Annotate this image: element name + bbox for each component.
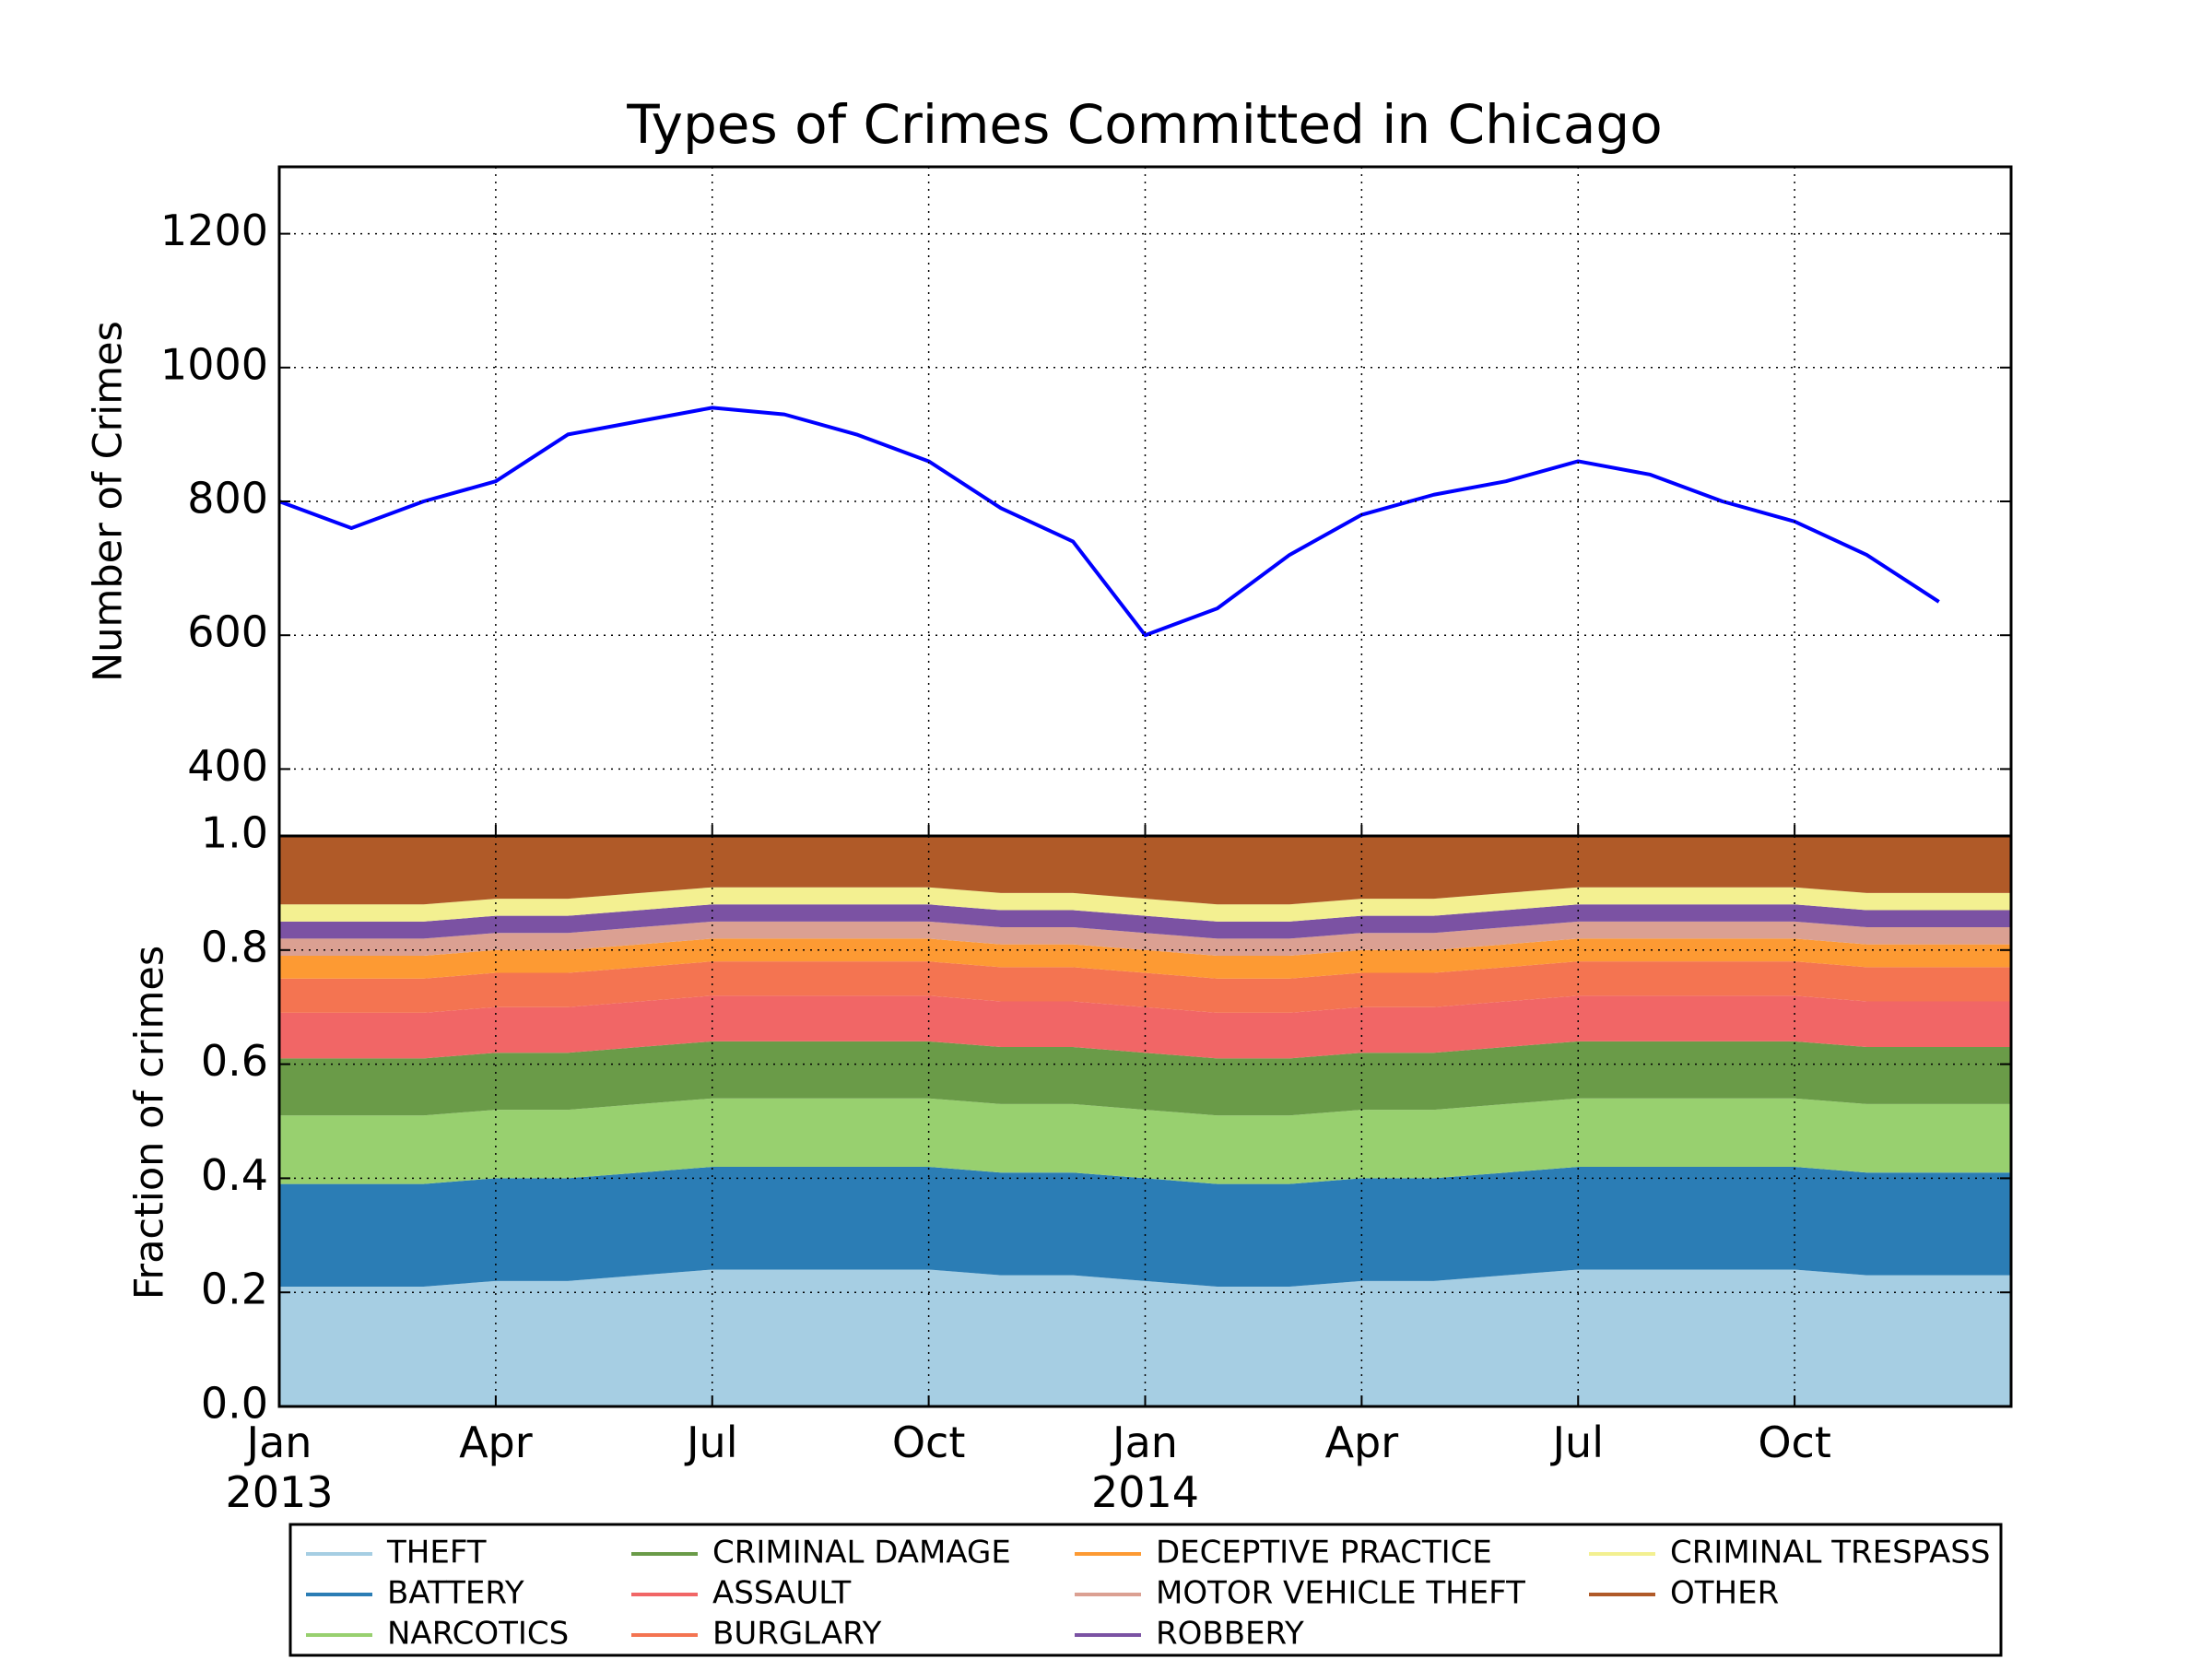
y-tick-label: 800: [187, 474, 268, 524]
y-tick-label: 1200: [160, 206, 268, 255]
data-line: [278, 406, 1940, 638]
legend-label: NARCOTICS: [387, 1616, 569, 1653]
stacked-area: [279, 1098, 2011, 1184]
stacked-area: [279, 938, 2011, 979]
legend-label: ASSAULT: [712, 1575, 851, 1612]
stacked-area: [279, 836, 2011, 905]
legend-label: ROBBERY: [1156, 1616, 1304, 1653]
x-tick-label: Apr: [459, 1418, 533, 1467]
legend-label: CRIMINAL TRESPASS: [1670, 1535, 1990, 1571]
axes-frame: [277, 834, 2013, 1408]
legend-label: BATTERY: [387, 1575, 524, 1612]
stacked-area: [279, 921, 2011, 956]
stacked-area: [279, 1041, 2011, 1116]
legend-label: DECEPTIVE PRACTICE: [1156, 1535, 1492, 1571]
stacked-area: [279, 995, 2011, 1059]
chart-title: Types of Crimes Committed in Chicago: [626, 93, 1662, 156]
y-tick-label: 0.0: [201, 1379, 268, 1429]
y-axis-label: Number of Crimes: [86, 321, 132, 682]
y-tick-label: 600: [187, 607, 268, 657]
legend-label: BURGLARY: [712, 1616, 882, 1653]
y-tick-label: 0.8: [201, 922, 268, 971]
x-tick-label: Apr: [1324, 1418, 1399, 1467]
x-tick-label: Jan 2013: [225, 1418, 334, 1517]
legend-label: MOTOR VEHICLE THEFT: [1156, 1575, 1525, 1612]
x-tick-label: Jan 2014: [1090, 1418, 1200, 1517]
y-tick-label: 1.0: [201, 808, 268, 858]
y-tick-label: 0.6: [201, 1036, 268, 1086]
y-tick-label: 0.2: [201, 1265, 268, 1314]
legend-label: OTHER: [1670, 1575, 1779, 1612]
y-tick-label: 0.4: [201, 1150, 268, 1200]
y-tick-label: 1000: [160, 339, 268, 389]
legend-label: CRIMINAL DAMAGE: [712, 1535, 1011, 1571]
legend-box: [288, 1523, 2003, 1657]
stacked-area: [279, 904, 2011, 939]
x-tick-label: Jul: [1552, 1418, 1604, 1467]
x-tick-label: Oct: [1758, 1418, 1831, 1467]
stacked-area: [279, 961, 2011, 1013]
y-axis-label: Fraction of crimes: [127, 946, 173, 1300]
x-tick-label: Jul: [686, 1418, 738, 1467]
legend-label: THEFT: [386, 1535, 487, 1571]
y-tick-label: 400: [187, 741, 268, 791]
x-tick-label: Oct: [891, 1418, 966, 1467]
